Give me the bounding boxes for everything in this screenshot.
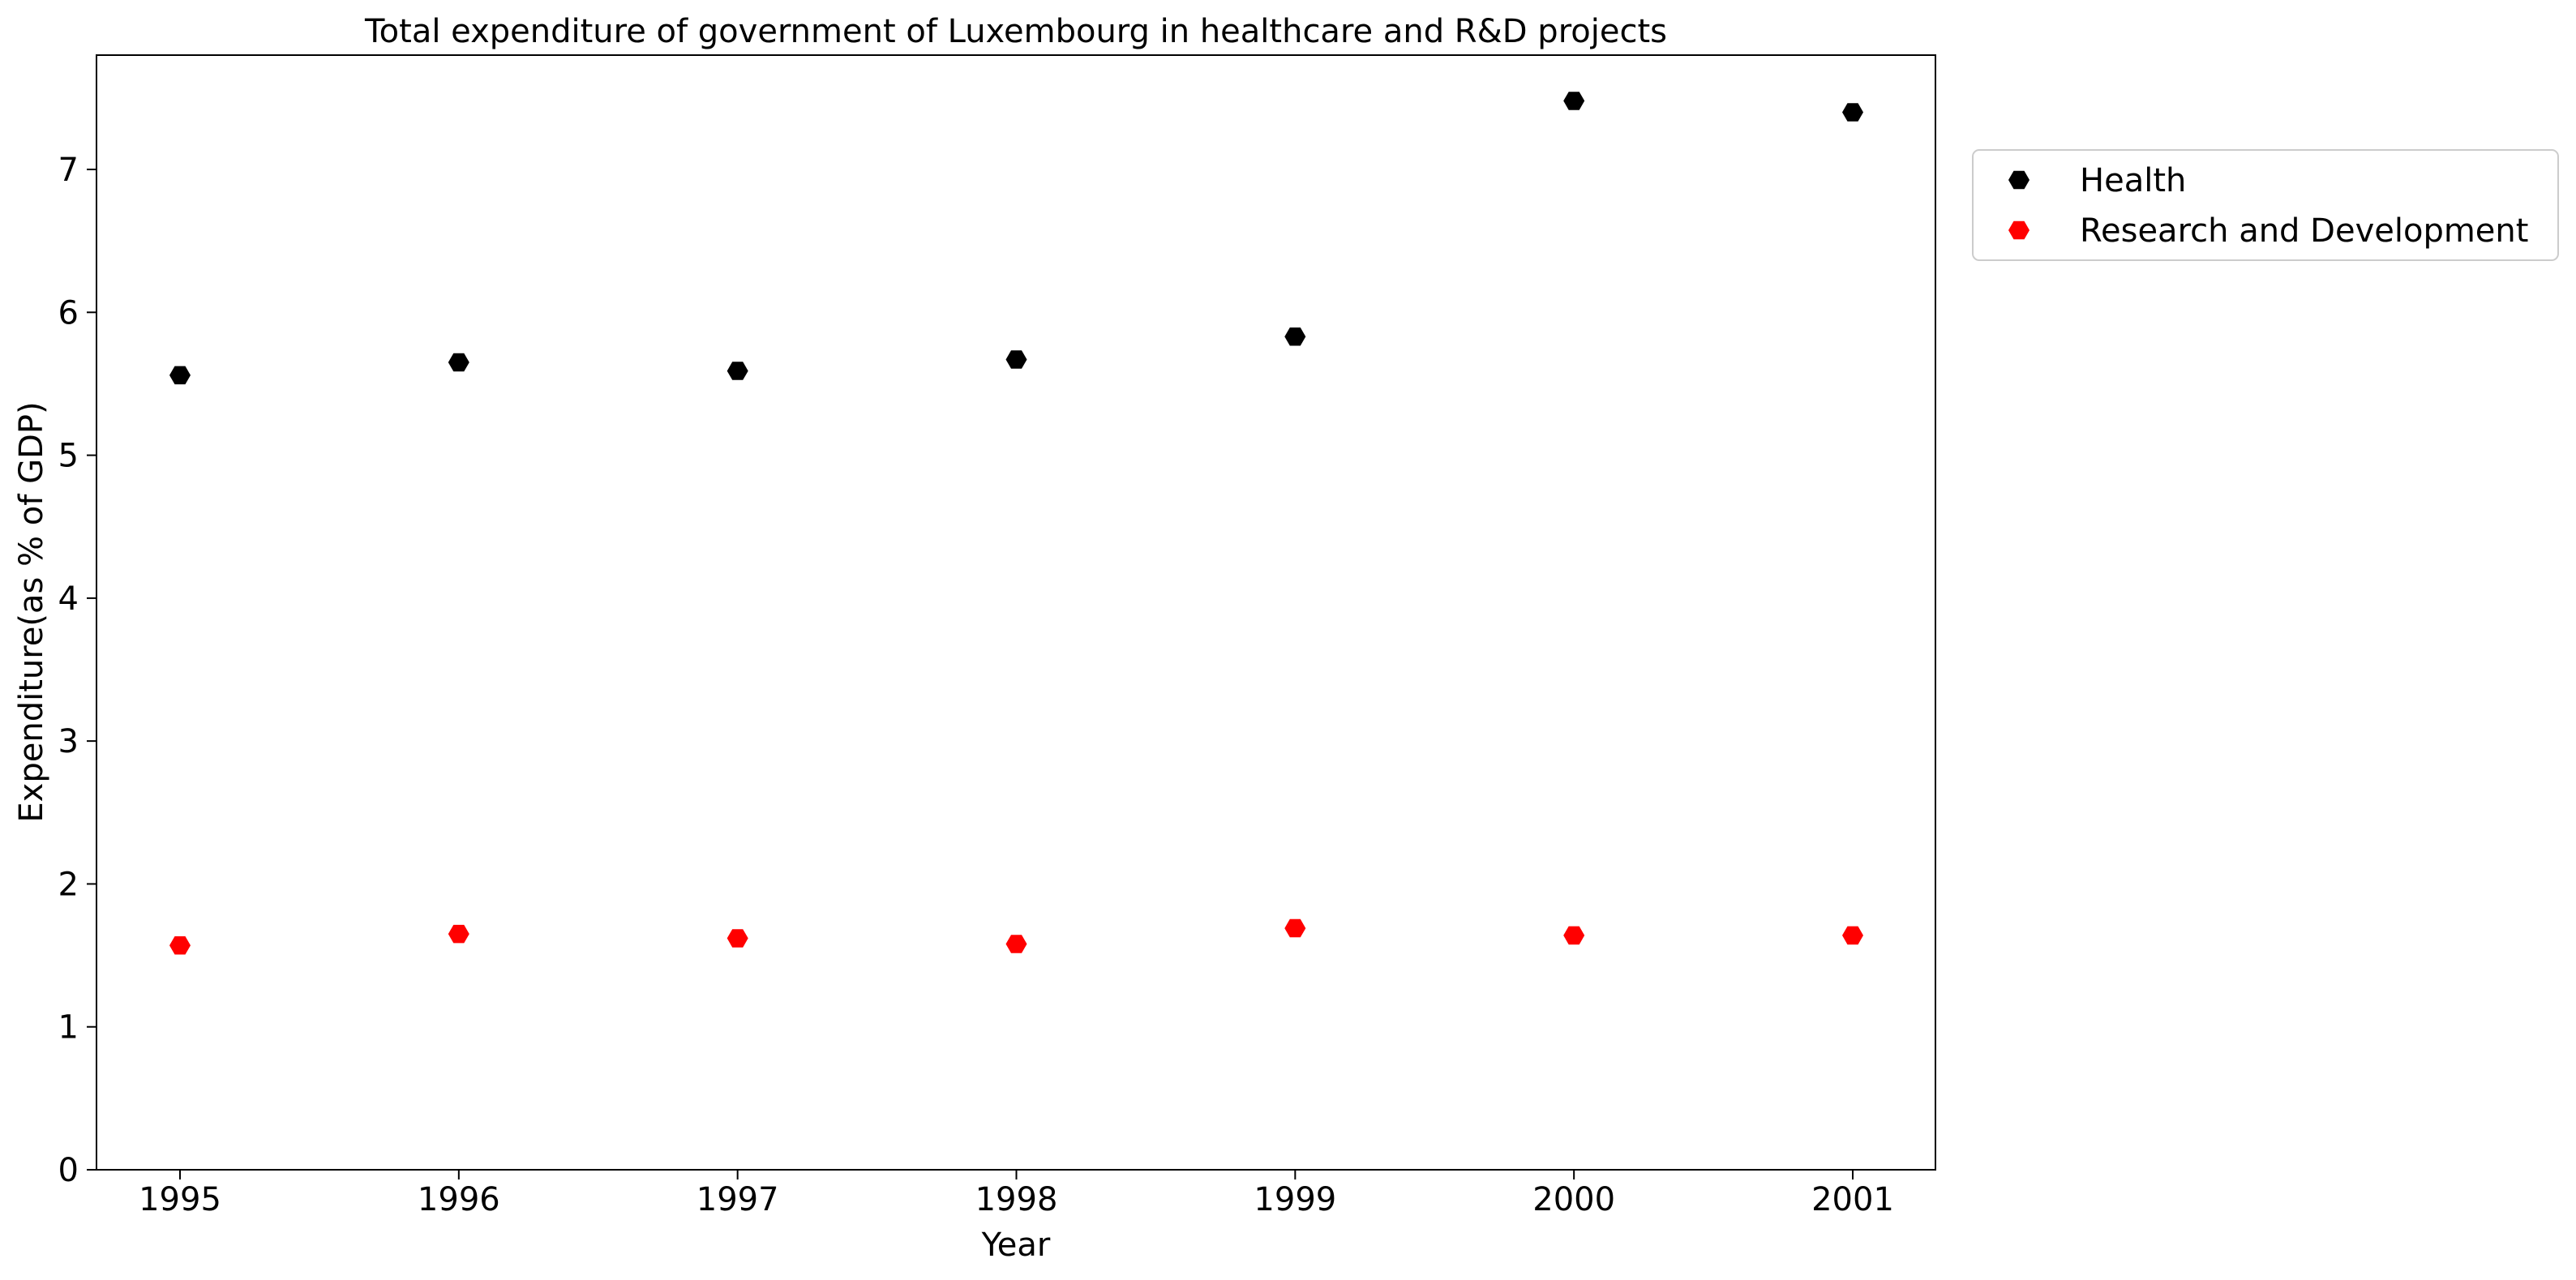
- chart-title: Total expenditure of government of Luxem…: [364, 13, 1667, 50]
- y-axis: 0 1 2 3 4 5 6 7: [58, 152, 96, 1189]
- legend: Health Research and Development: [1972, 149, 2559, 261]
- research-and-development-point: [169, 936, 191, 955]
- plot-area: 1995 1996 1997 1998 1999 2000 2001 0 1 2 3 4 5 6 7: [58, 54, 1936, 1218]
- y-tick-label: 2: [58, 866, 79, 903]
- x-tick-label: 1999: [1254, 1181, 1336, 1218]
- x-tick-label: 1998: [975, 1181, 1058, 1218]
- y-tick-label: 0: [58, 1152, 79, 1189]
- plot-frame: [96, 54, 1936, 1171]
- research-and-development-point: [1005, 935, 1027, 953]
- legend-label-health: Health: [2080, 162, 2186, 199]
- y-tick-label: 5: [58, 438, 79, 475]
- legend-frame: [1972, 149, 2559, 261]
- health-point: [448, 353, 469, 372]
- x-axis: 1995 1996 1997 1998 1999 2000 2001: [139, 1170, 1894, 1218]
- y-tick-label: 7: [58, 152, 79, 189]
- y-tick-label: 3: [58, 723, 79, 760]
- health-point: [1563, 92, 1585, 110]
- research-and-development-point: [1563, 926, 1585, 945]
- y-tick-label: 1: [58, 1009, 79, 1047]
- health-point: [1005, 350, 1027, 369]
- research-and-development-point: [448, 924, 469, 944]
- x-tick-label: 1997: [697, 1181, 779, 1218]
- legend-label-research-and-development: Research and Development: [2080, 212, 2528, 250]
- x-tick-label: 2000: [1532, 1181, 1615, 1218]
- y-axis-label: Expenditure(as % of GDP): [13, 401, 50, 822]
- y-tick-label: 4: [58, 580, 79, 618]
- x-tick-label: 1995: [139, 1181, 221, 1218]
- research-and-development-point: [727, 929, 748, 948]
- x-tick-label: 2001: [1811, 1181, 1894, 1218]
- health-point: [1842, 103, 1863, 122]
- research-and-development-point: [1284, 918, 1306, 938]
- health-point: [1284, 327, 1306, 346]
- legend-marker-research-and-development: [2008, 220, 2030, 240]
- data-markers: [169, 92, 1863, 955]
- x-tick-label: 1996: [418, 1181, 500, 1218]
- legend-marker-health: [2008, 170, 2030, 190]
- health-point: [169, 366, 191, 385]
- y-tick-label: 6: [58, 294, 79, 332]
- health-point: [727, 362, 748, 380]
- research-and-development-point: [1842, 926, 1863, 945]
- x-axis-label: Year: [981, 1226, 1051, 1264]
